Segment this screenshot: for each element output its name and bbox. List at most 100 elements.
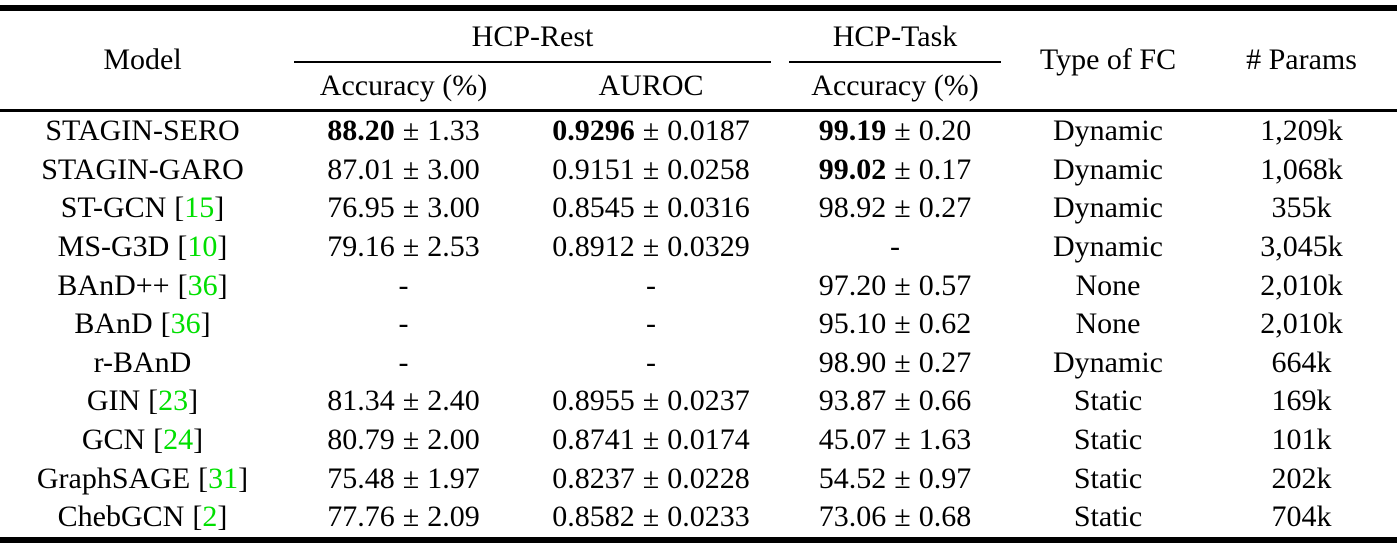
mean-value: 76.95: [327, 191, 395, 225]
num-params-value: 2,010k: [1260, 307, 1343, 341]
type-of-fc-cell: Dynamic: [1010, 228, 1206, 267]
plus-minus-symbol: ±: [894, 191, 911, 225]
num-params-value: 355k: [1271, 191, 1332, 225]
citation-link[interactable]: 31: [208, 461, 239, 495]
citation: [24]: [153, 423, 203, 456]
citation-link[interactable]: 10: [187, 230, 218, 264]
header-model: Model: [0, 8, 285, 112]
hcp-rest-auroc-cell: 0.9151 ±0.0258: [522, 151, 780, 190]
std-value: 0.0258: [667, 152, 750, 186]
type-of-fc-value: Dynamic: [1053, 114, 1163, 148]
citation-link[interactable]: 24: [163, 423, 194, 457]
model-name: MS-G3D: [57, 230, 170, 264]
hcp-rest-accuracy-cell: -: [285, 344, 522, 383]
num-params-cell: 101k: [1206, 421, 1397, 460]
plus-minus-symbol: ±: [642, 423, 660, 457]
std-value: 2.00: [427, 423, 480, 457]
mean-value: 99.19: [818, 114, 887, 148]
citation-link[interactable]: 15: [184, 191, 215, 225]
hcp-task-accuracy-cell: 98.90 ±0.27: [780, 344, 1010, 383]
type-of-fc-cell: Dynamic: [1010, 344, 1206, 383]
mean-value: 95.10: [818, 307, 887, 341]
citation: [36]: [161, 307, 211, 340]
hcp-task-accuracy-cell: 93.87 ±0.66: [780, 382, 1010, 421]
num-params-cell: 1,068k: [1206, 151, 1397, 190]
model-name: ChebGCN: [57, 500, 185, 534]
model-name: GIN: [86, 384, 141, 418]
plus-minus-symbol: ±: [894, 345, 911, 379]
plus-minus-symbol: ±: [402, 461, 420, 495]
std-value: 0.17: [918, 152, 972, 186]
std-value: 0.97: [918, 461, 972, 495]
num-params-value: 704k: [1271, 500, 1332, 534]
mean-value: 93.87: [818, 384, 887, 418]
model-cell: STAGIN-SERO: [0, 111, 285, 151]
mean-value: 75.48: [327, 461, 395, 495]
table-row: ChebGCN [2] 77.76 ±2.09 0.8582 ±0.0233 73.06 ±0…: [0, 497, 1397, 543]
citation-open-bracket: [: [174, 191, 185, 225]
model-name: r-BAnD: [93, 345, 192, 379]
mean-value: 98.92: [818, 191, 887, 225]
std-value: 0.0228: [667, 461, 750, 495]
model-name: STAGIN-SERO: [45, 114, 240, 148]
citation-link[interactable]: 2: [202, 500, 218, 534]
plus-minus-symbol: ±: [642, 500, 660, 534]
citation-link[interactable]: 36: [187, 268, 218, 302]
citation: [2]: [192, 500, 227, 533]
hcp-rest-auroc-cell: 0.9296 ±0.0187: [522, 111, 780, 151]
num-params-value: 101k: [1271, 423, 1332, 457]
table-body: STAGIN-SERO 88.20 ±1.33 0.9296 ±0.0187 99.19 ±…: [0, 111, 1397, 543]
header-group-hcp-task: HCP-Task: [780, 8, 1010, 63]
hcp-rest-accuracy-cell: 79.16 ±2.53: [285, 228, 522, 267]
model-name: STAGIN-GARO: [41, 152, 244, 186]
mean-value: 88.20: [327, 114, 395, 148]
hcp-rest-auroc-cell: -: [522, 266, 780, 305]
std-value: 0.20: [918, 114, 972, 148]
plus-minus-symbol: ±: [402, 384, 420, 418]
std-value: 0.27: [918, 345, 972, 379]
hcp-task-accuracy-cell: 45.07 ±1.63: [780, 421, 1010, 460]
plus-minus-symbol: ±: [642, 191, 660, 225]
std-value: 2.53: [427, 230, 480, 264]
hcp-task-accuracy-cell: 98.92 ±0.27: [780, 189, 1010, 228]
citation-open-bracket: [: [177, 268, 188, 302]
std-value: 3.00: [427, 152, 480, 186]
citation: [36]: [178, 269, 228, 302]
hcp-task-accuracy-cell: 73.06 ±0.68: [780, 497, 1010, 543]
type-of-fc-cell: None: [1010, 266, 1206, 305]
missing-value: -: [646, 268, 656, 302]
table-row: BAnD++ [36] - - 97.20 ±0.57 None 2,010k: [0, 266, 1397, 305]
plus-minus-symbol: ±: [402, 423, 420, 457]
mean-value: 45.07: [818, 423, 887, 457]
hcp-rest-accuracy-cell: -: [285, 305, 522, 344]
model-name: GraphSAGE: [36, 461, 191, 495]
plus-minus-symbol: ±: [894, 114, 911, 148]
plus-minus-symbol: ±: [402, 500, 420, 534]
header-rest-auroc: AUROC: [522, 63, 780, 112]
missing-value: -: [398, 307, 409, 341]
hcp-rest-auroc-cell: -: [522, 344, 780, 383]
header-group-hcp-task-label: HCP-Task: [789, 14, 1001, 63]
type-of-fc-value: Static: [1073, 461, 1143, 495]
std-value: 0.68: [918, 500, 972, 534]
mean-value: 79.16: [327, 230, 395, 264]
hcp-task-accuracy-cell: 95.10 ±0.62: [780, 305, 1010, 344]
hcp-rest-accuracy-cell: 87.01 ±3.00: [285, 151, 522, 190]
citation-link[interactable]: 23: [158, 384, 189, 418]
table-row: STAGIN-GARO 87.01 ±3.00 0.9151 ±0.0258 99.02 ±…: [0, 151, 1397, 190]
mean-value: 0.8741: [552, 423, 635, 457]
citation-open-bracket: [: [177, 230, 188, 264]
hcp-rest-accuracy-cell: 81.34 ±2.40: [285, 382, 522, 421]
type-of-fc-cell: Static: [1010, 382, 1206, 421]
std-value: 2.09: [427, 500, 480, 534]
type-of-fc-cell: Dynamic: [1010, 151, 1206, 190]
missing-value: -: [398, 345, 409, 379]
num-params-cell: 2,010k: [1206, 266, 1397, 305]
plus-minus-symbol: ±: [894, 307, 911, 341]
hcp-rest-accuracy-cell: 76.95 ±3.00: [285, 189, 522, 228]
hcp-rest-auroc-cell: 0.8582 ±0.0233: [522, 497, 780, 543]
citation-link[interactable]: 36: [170, 307, 201, 341]
std-value: 0.0329: [667, 230, 750, 264]
citation: [15]: [174, 191, 224, 224]
